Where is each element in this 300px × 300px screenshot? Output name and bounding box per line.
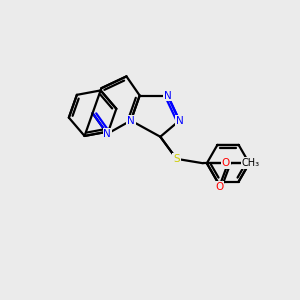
Text: N: N xyxy=(164,91,172,100)
Text: N: N xyxy=(127,116,135,126)
Text: N: N xyxy=(103,129,111,139)
Text: CH₃: CH₃ xyxy=(241,158,260,168)
Text: N: N xyxy=(176,116,183,126)
Text: S: S xyxy=(173,154,180,164)
Text: O: O xyxy=(222,158,230,168)
Text: O: O xyxy=(215,182,223,192)
